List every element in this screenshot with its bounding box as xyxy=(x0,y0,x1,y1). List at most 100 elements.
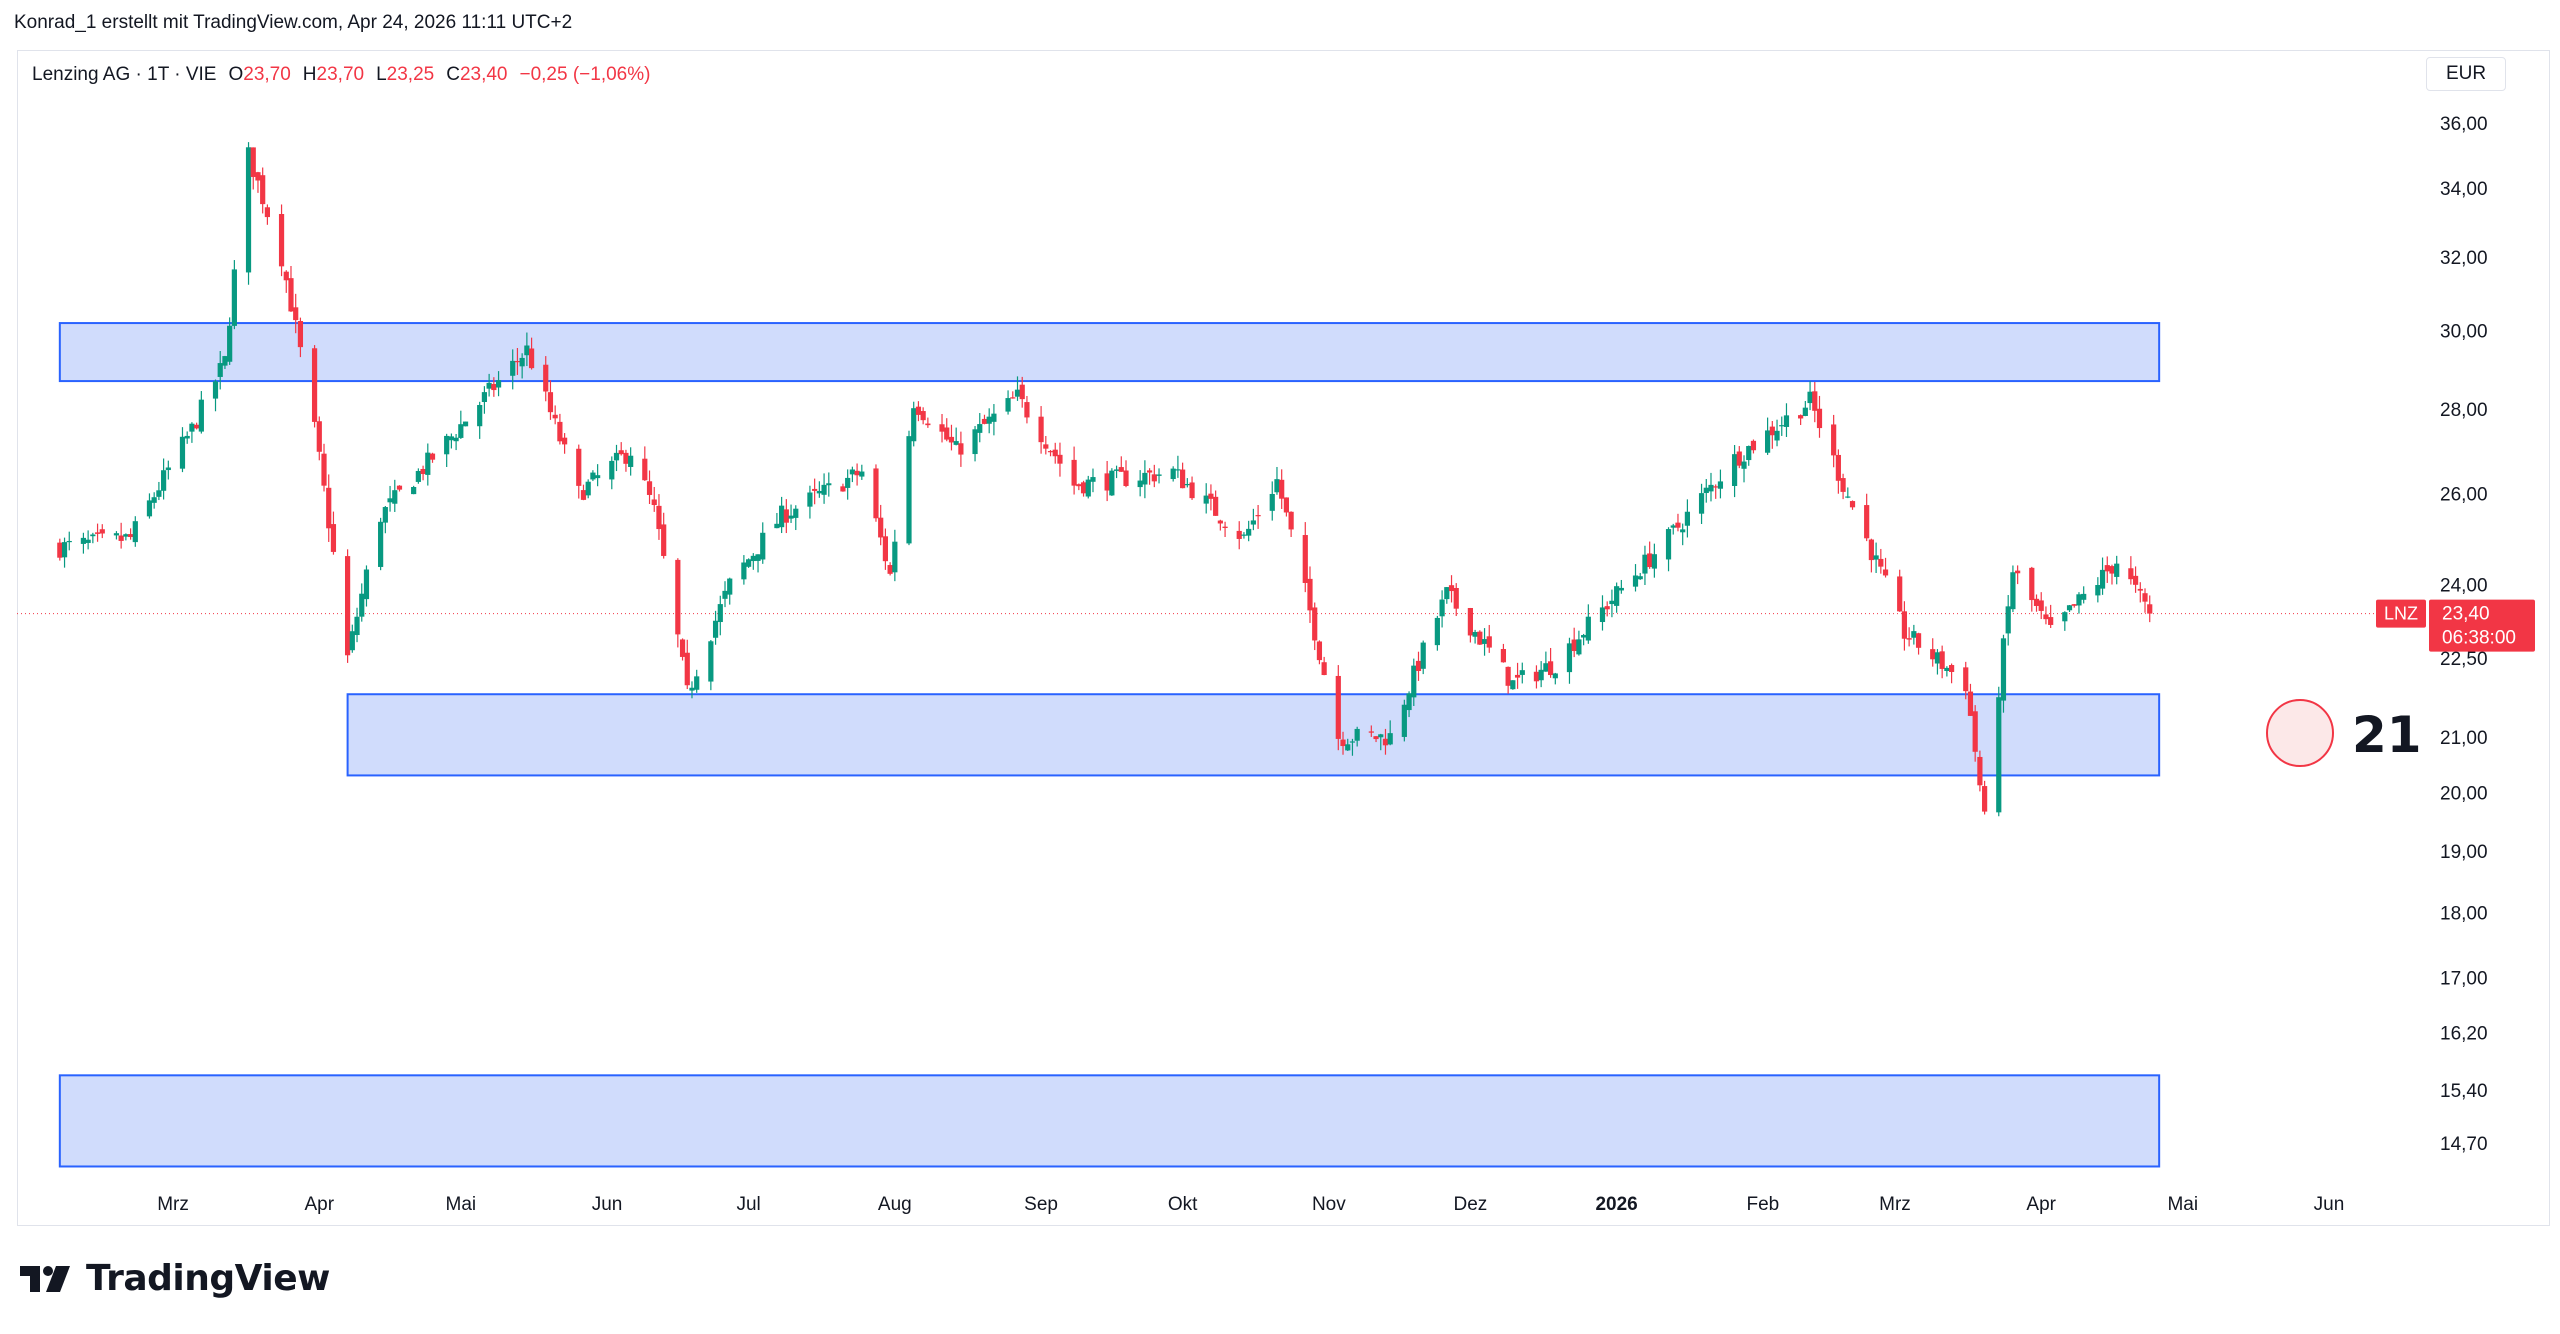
candle-body xyxy=(708,641,714,682)
candle xyxy=(1684,499,1691,538)
candle xyxy=(123,533,129,541)
candle xyxy=(1481,628,1488,656)
candle-body xyxy=(349,631,355,651)
candle-body xyxy=(1269,493,1275,511)
tradingview-logo-icon xyxy=(20,1265,70,1292)
candle xyxy=(61,537,68,568)
candle-body xyxy=(524,345,530,356)
candle xyxy=(849,466,855,483)
candle-body xyxy=(1005,398,1011,412)
candle-body xyxy=(944,427,950,440)
candle xyxy=(1703,478,1709,503)
candle xyxy=(453,433,459,451)
candle xyxy=(1057,442,1063,477)
candle-body xyxy=(694,676,700,690)
candle xyxy=(576,444,582,499)
candle xyxy=(750,553,756,570)
candle xyxy=(675,558,681,648)
candle-body xyxy=(359,593,365,617)
candle-body xyxy=(1076,484,1082,487)
candle-body xyxy=(514,361,521,363)
candle-body xyxy=(1845,496,1851,498)
candle xyxy=(1071,446,1077,495)
candle-body xyxy=(816,490,822,494)
legend-symbol[interactable]: Lenzing AG · 1T · VIE xyxy=(32,64,217,85)
candle-body xyxy=(562,437,568,445)
candle-body xyxy=(1444,587,1450,600)
candle xyxy=(1868,538,1874,573)
zone-1[interactable] xyxy=(58,322,2161,383)
zone-2[interactable] xyxy=(346,693,2161,777)
legend-open-value: 23,70 xyxy=(243,64,291,85)
candle-body xyxy=(382,507,388,523)
price-tag-background xyxy=(2429,599,2535,652)
candle-body xyxy=(1118,467,1124,472)
candle xyxy=(656,494,662,540)
candle xyxy=(1982,780,1988,815)
candle-body xyxy=(293,307,299,321)
y-tick-label: 28,00 xyxy=(2440,400,2488,421)
candle-body xyxy=(481,392,488,403)
candle-body xyxy=(486,382,492,389)
candle xyxy=(741,555,747,585)
candle xyxy=(1113,465,1120,479)
candle-body xyxy=(812,488,818,491)
candle-body xyxy=(793,508,799,518)
candle-body xyxy=(1812,391,1818,411)
candle xyxy=(1118,456,1124,472)
annotation-marker: 21 xyxy=(2266,699,2422,767)
candle xyxy=(283,270,289,293)
candle-body xyxy=(972,429,978,455)
candle-body xyxy=(66,540,72,543)
candle xyxy=(689,681,695,699)
zone-3[interactable] xyxy=(58,1074,2161,1168)
candle-body xyxy=(547,392,554,413)
candle xyxy=(986,408,992,434)
candle-body xyxy=(1019,384,1025,400)
candle-body xyxy=(1703,487,1709,494)
y-tick-label: 36,00 xyxy=(2440,114,2488,135)
candle xyxy=(189,422,195,443)
candle-body xyxy=(255,172,261,181)
x-tick-label: 2026 xyxy=(1595,1194,1637,1215)
candle-body xyxy=(1514,674,1521,678)
candle-body xyxy=(495,380,502,388)
candle-body xyxy=(1307,578,1313,611)
candle xyxy=(1047,450,1054,457)
currency-button[interactable]: EUR xyxy=(2426,57,2506,91)
tradingview-logo[interactable]: TradingView xyxy=(18,1258,330,1299)
candle-body xyxy=(642,458,648,481)
candle-body xyxy=(1684,511,1691,526)
candle xyxy=(222,355,228,370)
candle-body xyxy=(1038,416,1044,443)
candle-body xyxy=(1477,631,1483,645)
y-tick-label: 20,00 xyxy=(2440,783,2488,804)
candle-body xyxy=(1222,526,1228,529)
candle xyxy=(132,516,138,547)
candle xyxy=(661,512,667,559)
candle-body xyxy=(1708,484,1714,492)
candle-body xyxy=(2033,598,2040,606)
annotation-circle xyxy=(2266,699,2334,767)
candle xyxy=(991,404,997,436)
legend-high-label: H xyxy=(302,64,317,85)
candle-body xyxy=(1189,482,1195,499)
candle xyxy=(1345,738,1351,752)
candle-body xyxy=(462,421,469,427)
candle xyxy=(1137,470,1143,497)
candle xyxy=(90,532,96,544)
candle-body xyxy=(2010,572,2016,610)
candle xyxy=(231,260,237,330)
candle xyxy=(1175,455,1181,478)
candle-body xyxy=(1420,642,1426,669)
candle-body xyxy=(986,416,992,424)
candle xyxy=(1779,416,1785,436)
candle xyxy=(642,446,648,481)
candle-body xyxy=(1481,639,1488,644)
candle-body xyxy=(925,423,931,426)
candle xyxy=(1283,497,1290,517)
candle xyxy=(387,485,393,512)
candle xyxy=(66,531,72,551)
candle xyxy=(425,443,431,486)
